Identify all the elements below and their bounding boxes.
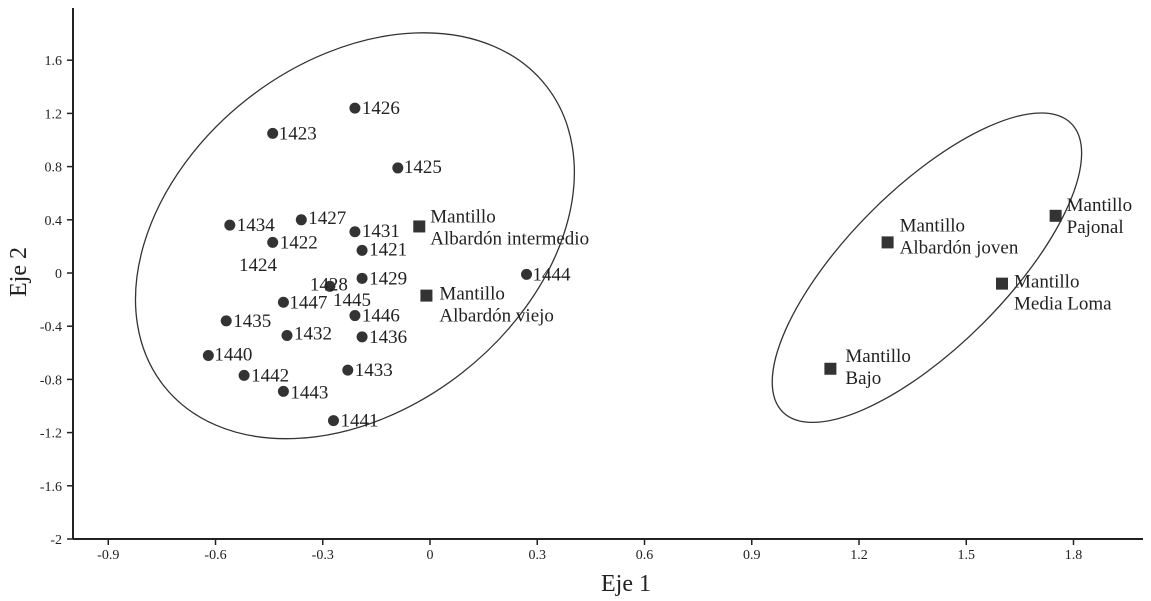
sample-label: 1432: [294, 324, 332, 345]
data-points-layer: [202, 102, 1062, 427]
sample-label: 1431: [362, 221, 400, 242]
x-tick-label: -0.3: [312, 548, 334, 563]
mantillo-label: Albardón joven: [900, 237, 1019, 258]
mantillo-label: Mantillo: [439, 284, 504, 305]
y-tick-label: 0.8: [45, 161, 63, 176]
y-tick-label: -0.8: [40, 373, 62, 388]
x-tick-label: 0.9: [743, 548, 761, 563]
sample-point: [267, 127, 279, 139]
y-tick-label: 1.2: [45, 107, 63, 122]
sample-label: 1428: [310, 274, 348, 295]
sample-label: 1447: [289, 292, 327, 313]
sample-label: 1441: [340, 411, 378, 432]
x-tick-label: -0.6: [204, 548, 226, 563]
mantillo-label: Pajonal: [1067, 217, 1124, 238]
sample-label: 1445: [333, 290, 371, 311]
sample-label: 1425: [404, 157, 442, 178]
mantillo-label: Mantillo: [845, 346, 910, 367]
y-tick-label: 1.6: [45, 54, 63, 69]
mantillo-label: Mantillo: [900, 215, 965, 236]
y-tick-label: -1.2: [40, 427, 62, 442]
sample-label: 1434: [237, 215, 275, 236]
mantillo-label: Albardón viejo: [439, 306, 554, 327]
sample-label: 1421: [369, 239, 407, 260]
y-tick-group: 1.6 1.2 0.8 0.4 0 -0.4 -0.8 -1.2 -1.6 -2: [40, 54, 73, 548]
sample-label: 1443: [290, 382, 328, 403]
sample-point: [327, 415, 339, 427]
sample-label: 1423: [279, 123, 317, 144]
x-tick-label: 0: [427, 548, 434, 563]
group-ellipse: [771, 112, 1083, 424]
y-tick-label: 0: [55, 267, 62, 282]
sample-point: [356, 244, 368, 256]
y-axis-title: Eje 2: [6, 247, 32, 297]
sample-point: [295, 214, 307, 226]
mantillo-point: [413, 220, 426, 233]
sample-point: [220, 315, 232, 327]
x-tick-group: -0.9 -0.6 -0.3 0 0.3 0.6 0.9 1.2 1.5 1.8: [97, 539, 1082, 563]
sample-label: 1424: [239, 255, 278, 276]
y-tick-label: -1.6: [40, 480, 62, 495]
sample-label: 1440: [214, 344, 252, 365]
sample-label: 1435: [233, 311, 271, 332]
sample-point: [224, 219, 236, 231]
x-tick-label: 0.3: [529, 548, 547, 563]
x-tick-label: 0.6: [636, 548, 654, 563]
sample-point: [277, 296, 289, 308]
sample-point: [202, 349, 214, 361]
sample-point: [267, 236, 279, 248]
sample-point: [356, 331, 368, 343]
y-tick-label: -0.4: [40, 320, 62, 335]
sample-point: [356, 272, 368, 284]
sample-label: 1433: [355, 360, 393, 381]
mantillo-point: [824, 362, 837, 375]
mantillo-label: Mantillo: [1014, 272, 1079, 293]
y-tick-label: -2: [50, 533, 62, 548]
group-ellipse: [134, 32, 575, 440]
sample-label: 1422: [280, 232, 318, 253]
sample-point: [277, 385, 289, 397]
sample-label: 1444: [533, 264, 572, 285]
sample-point: [521, 268, 533, 280]
mantillo-label: Bajo: [845, 368, 881, 389]
sample-point: [281, 330, 293, 342]
sample-label: 1436: [369, 327, 407, 348]
mantillo-label: Albardón intermedio: [430, 228, 589, 249]
sample-point: [324, 280, 336, 292]
point-labels-layer: 1426 1423 1425 1434 1427 1431 1422 1421 1424 1428…: [214, 98, 1132, 432]
mantillo-point: [996, 277, 1008, 290]
sample-point: [349, 102, 361, 114]
x-tick-label: 1.8: [1065, 548, 1083, 563]
mantillo-label: Mantillo: [1067, 195, 1132, 216]
ellipse-layer: [134, 32, 1083, 440]
sample-point: [392, 162, 404, 174]
mantillo-point: [420, 289, 433, 302]
x-tick-label: 1.5: [958, 548, 976, 563]
sample-label: 1427: [308, 208, 346, 229]
y-tick-label: 0.4: [45, 214, 63, 229]
sample-label: 1442: [251, 365, 289, 386]
sample-label: 1446: [362, 306, 400, 327]
mantillo-point: [1049, 209, 1062, 222]
mantillo-label: Media Loma: [1014, 294, 1112, 315]
mantillo-label: Mantillo: [430, 206, 495, 227]
x-tick-label: -0.9: [97, 548, 119, 563]
sample-point: [342, 364, 354, 376]
x-tick-label: 1.2: [850, 548, 868, 563]
sample-label: 1426: [362, 98, 400, 119]
sample-point: [349, 310, 361, 322]
x-axis-title: Eje 1: [601, 571, 651, 597]
sample-label: 1429: [369, 268, 407, 289]
mantillo-point: [881, 236, 894, 249]
sample-point: [238, 369, 250, 381]
sample-point: [349, 226, 361, 238]
